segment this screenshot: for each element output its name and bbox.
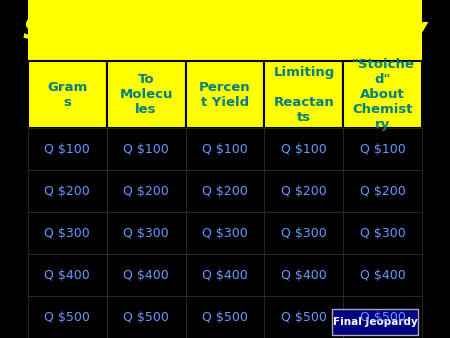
Text: Limiting

Reactan
ts: Limiting Reactan ts [273,66,334,124]
FancyBboxPatch shape [28,128,107,170]
Text: Q $500: Q $500 [44,311,90,323]
FancyBboxPatch shape [343,296,422,338]
FancyBboxPatch shape [107,212,185,254]
FancyBboxPatch shape [185,254,265,296]
Text: Q $300: Q $300 [202,227,248,240]
Text: Q $500: Q $500 [360,311,406,323]
FancyBboxPatch shape [107,254,185,296]
Text: Q $300: Q $300 [44,227,90,240]
Text: Q $200: Q $200 [202,185,248,198]
FancyBboxPatch shape [185,128,265,170]
FancyBboxPatch shape [28,212,107,254]
Text: Q $400: Q $400 [123,269,169,282]
Text: Q $300: Q $300 [360,227,406,240]
FancyBboxPatch shape [265,128,343,170]
Text: Percen
t Yield: Percen t Yield [199,81,251,108]
FancyBboxPatch shape [343,212,422,254]
FancyBboxPatch shape [28,170,107,212]
Text: Q $500: Q $500 [202,311,248,323]
FancyBboxPatch shape [28,296,107,338]
Text: Gram
s: Gram s [47,81,87,108]
Text: Q $100: Q $100 [123,143,169,156]
FancyBboxPatch shape [332,309,418,335]
FancyBboxPatch shape [28,61,107,128]
FancyBboxPatch shape [28,0,422,61]
Text: Q $100: Q $100 [202,143,248,156]
FancyBboxPatch shape [343,61,422,128]
FancyBboxPatch shape [343,170,422,212]
Text: To
Molecu
les: To Molecu les [119,73,173,116]
FancyBboxPatch shape [185,61,265,128]
FancyBboxPatch shape [107,170,185,212]
Text: Q $200: Q $200 [44,185,90,198]
FancyBboxPatch shape [107,128,185,170]
FancyBboxPatch shape [265,61,343,128]
Text: Q $300: Q $300 [281,227,327,240]
FancyBboxPatch shape [185,212,265,254]
Text: Q $400: Q $400 [281,269,327,282]
Text: Q $400: Q $400 [360,269,406,282]
Text: "Stoiche
d"
About
Chemist
ry: "Stoiche d" About Chemist ry [351,58,414,131]
Text: Q $100: Q $100 [44,143,90,156]
FancyBboxPatch shape [28,254,107,296]
Text: Final Jeopardy: Final Jeopardy [333,317,417,327]
Text: Q $400: Q $400 [202,269,248,282]
FancyBboxPatch shape [265,170,343,212]
Text: Q $200: Q $200 [360,185,406,198]
FancyBboxPatch shape [107,61,185,128]
Text: Q $200: Q $200 [281,185,327,198]
FancyBboxPatch shape [343,128,422,170]
FancyBboxPatch shape [265,296,343,338]
Text: Stoichiometry Jeopardy: Stoichiometry Jeopardy [23,16,427,45]
Text: Q $300: Q $300 [123,227,169,240]
Text: Q $500: Q $500 [281,311,327,323]
FancyBboxPatch shape [107,296,185,338]
FancyBboxPatch shape [185,296,265,338]
FancyBboxPatch shape [343,254,422,296]
Text: Q $500: Q $500 [123,311,169,323]
FancyBboxPatch shape [265,254,343,296]
FancyBboxPatch shape [265,212,343,254]
Text: Q $400: Q $400 [44,269,90,282]
Text: Q $200: Q $200 [123,185,169,198]
FancyBboxPatch shape [185,170,265,212]
Text: Q $100: Q $100 [360,143,406,156]
Text: Q $100: Q $100 [281,143,327,156]
